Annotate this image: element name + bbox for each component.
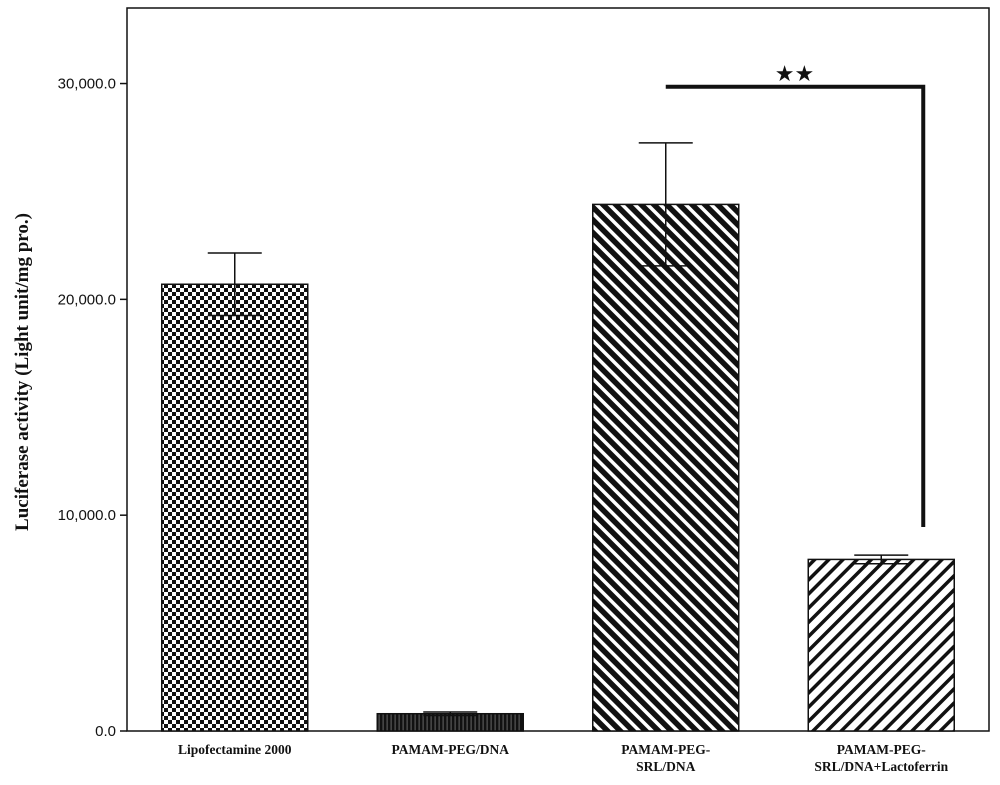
x-category-label: PAMAM-PEG- [837, 742, 926, 757]
bar [376, 712, 524, 732]
bar [161, 283, 309, 732]
bar [592, 203, 740, 732]
plot-frame [126, 7, 990, 732]
y-tick-label: 0.0 [95, 723, 116, 740]
y-tick-label: 30,000.0 [58, 76, 116, 93]
significance-bracket [665, 84, 926, 528]
x-category-label: SRL/DNA [636, 759, 696, 774]
x-category-label: Lipofectamine 2000 [178, 742, 292, 757]
x-category-label: SRL/DNA+Lactoferrin [814, 759, 948, 774]
bar [807, 558, 955, 732]
x-axis-labels: Lipofectamine 2000 PAMAM-PEG/DNA PAMAM-PEG… [178, 742, 949, 774]
y-axis: 0.0 10,000.0 20,000.0 30,000.0 [58, 76, 127, 740]
y-axis-title: Luciferase activity (Light unit/mg pro.) [12, 213, 33, 531]
bars-group [161, 203, 955, 732]
y-tick-label: 20,000.0 [58, 291, 116, 308]
error-bars-group [207, 142, 909, 717]
y-tick-label: 10,000.0 [58, 507, 116, 524]
x-category-label: PAMAM-PEG- [621, 742, 710, 757]
significance-stars: ★★ [775, 62, 814, 87]
significance-annotation: ★★ [665, 62, 926, 528]
x-category-label: PAMAM-PEG/DNA [392, 742, 510, 757]
